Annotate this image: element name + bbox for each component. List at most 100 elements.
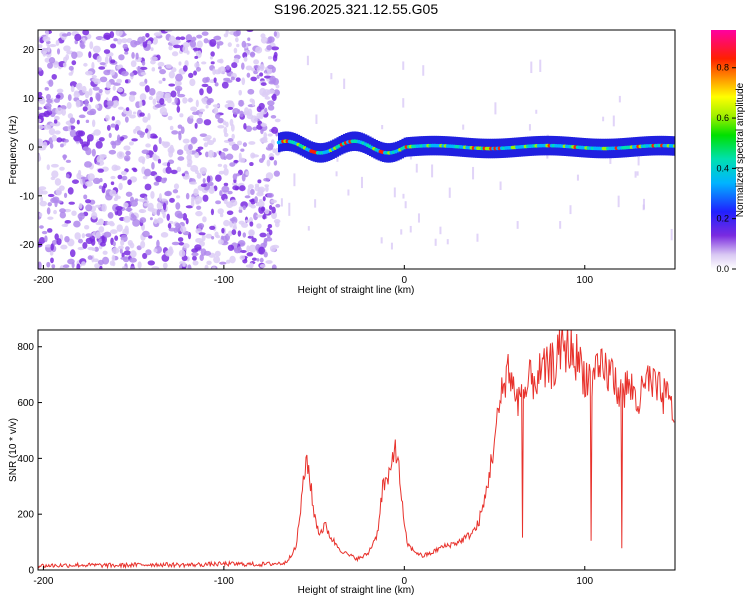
spectrogram-cell: [187, 97, 194, 103]
spectrogram-cell: [223, 132, 229, 138]
spectrogram-cell: [602, 116, 605, 122]
spectrogram-cell: [250, 204, 256, 209]
spectrogram-cell: [271, 93, 277, 102]
spectrogram-cell: [120, 170, 128, 176]
spectrogram-x-label: Height of straight line (km): [298, 285, 415, 296]
spectrogram-cell: [160, 177, 167, 184]
spectrogram-cell: [152, 135, 158, 139]
spectrogram-cell: [76, 263, 81, 269]
spectrogram-cell: [164, 30, 173, 33]
spectrogram-cell: [199, 133, 208, 138]
spectrogram-cell: [38, 112, 47, 117]
spectrogram-cell: [73, 135, 82, 142]
spectrogram-cell: [198, 108, 206, 113]
spectrogram-cell: [54, 130, 61, 135]
spectrogram-x-tick-label: 0: [402, 275, 408, 286]
spectrogram-cell: [145, 32, 150, 38]
spectrogram-cell: [238, 206, 244, 211]
spectrogram-cell: [38, 106, 43, 111]
spectrogram-cell: [205, 151, 209, 158]
spectrogram-cell: [265, 172, 274, 180]
spectrogram-cell: [439, 226, 442, 235]
spectrogram-cell: [258, 102, 265, 110]
spectrogram-cell: [266, 227, 271, 232]
spectrogram-cell: [215, 113, 221, 120]
spectrogram-cell: [431, 164, 434, 178]
spectrogram-cell: [219, 261, 227, 265]
spectrogram-cell: [43, 124, 51, 130]
spectrogram-cell: [120, 38, 128, 44]
spectrogram-cell: [70, 85, 75, 93]
spectrogram-cell: [232, 173, 238, 181]
spectrogram-cell: [151, 162, 155, 170]
spectrogram-cell: [71, 60, 77, 66]
spectrogram-cell: [360, 176, 363, 189]
spectrogram-cell: [128, 141, 134, 146]
spectrogram-cell: [149, 217, 153, 221]
spectrogram-cell: [250, 115, 258, 123]
spectrogram-cell: [82, 146, 90, 152]
spectrogram-cell: [229, 199, 238, 207]
spectrogram-cell: [168, 70, 175, 79]
spectrogram-cell: [62, 62, 67, 68]
spectrogram-cell: [182, 97, 188, 104]
spectrogram-cell: [210, 51, 215, 57]
spectrogram-cell: [256, 258, 260, 262]
spectrogram-cell: [125, 246, 130, 251]
spectrogram-cell: [335, 171, 338, 177]
spectrogram-cell: [42, 36, 51, 42]
spectrogram-cell: [52, 196, 60, 203]
spectrogram-cell: [48, 57, 56, 64]
spectrogram-cell: [67, 94, 72, 101]
spectrogram-cell: [244, 107, 249, 114]
spectrogram-cell: [267, 133, 273, 137]
spectrogram-cell: [107, 211, 114, 219]
spectrogram-cell: [138, 198, 146, 202]
spectrogram-cell: [67, 187, 74, 195]
spectrogram-cell: [82, 30, 90, 36]
spectrogram-cell: [59, 166, 65, 171]
spectrogram-cell: [120, 239, 125, 246]
spectrogram-cell: [124, 51, 129, 55]
spectrogram-cell: [54, 178, 62, 186]
spectrogram-cell: [178, 132, 182, 141]
spectrogram-cell: [56, 137, 63, 143]
spectrogram-cell: [192, 111, 199, 116]
spectrogram-cell: [71, 51, 78, 59]
spectrogram-cell: [55, 39, 60, 46]
spectrogram-cell: [243, 56, 248, 62]
spectrogram-cell: [224, 104, 230, 109]
spectrogram-y-tick-label: -20: [20, 240, 35, 251]
spectrogram-cell: [97, 168, 105, 173]
spectrogram-cell: [139, 132, 145, 138]
spectrogram-cell: [226, 79, 233, 83]
spectrogram-cell: [201, 97, 208, 103]
spectrogram-cell: [267, 100, 275, 106]
spectrogram-cell: [218, 170, 225, 175]
spectrogram-cell: [223, 219, 230, 227]
spectrogram-cell: [249, 188, 255, 195]
spectrogram-cell: [194, 169, 199, 175]
spectrogram-cell: [164, 191, 171, 197]
spectrogram-cell: [192, 260, 199, 266]
spectrogram-cell: [193, 188, 199, 196]
spectrogram-cell: [201, 83, 209, 88]
spectrogram-cell: [195, 200, 200, 205]
spectrogram-y-tick-label: 0: [28, 143, 34, 154]
spectrogram-cell: [85, 237, 94, 245]
spectrogram-cell: [116, 224, 123, 232]
spectrogram-cell: [223, 164, 228, 169]
spectrogram-cell: [253, 212, 259, 221]
spectrogram-cell: [176, 195, 181, 199]
spectrogram-cell: [160, 232, 169, 238]
spectrogram-cell: [91, 247, 96, 251]
spectrogram-cell: [119, 247, 123, 254]
spectrogram-cell: [262, 196, 266, 202]
spectrogram-cell: [175, 36, 181, 41]
spectrogram-cell: [85, 199, 92, 204]
spectrogram-cell: [155, 175, 163, 183]
spectrogram-cell: [220, 152, 226, 160]
spectrogram-cell: [114, 124, 120, 131]
spectrogram-cell: [128, 94, 136, 102]
spectrogram-cell: [273, 160, 278, 166]
